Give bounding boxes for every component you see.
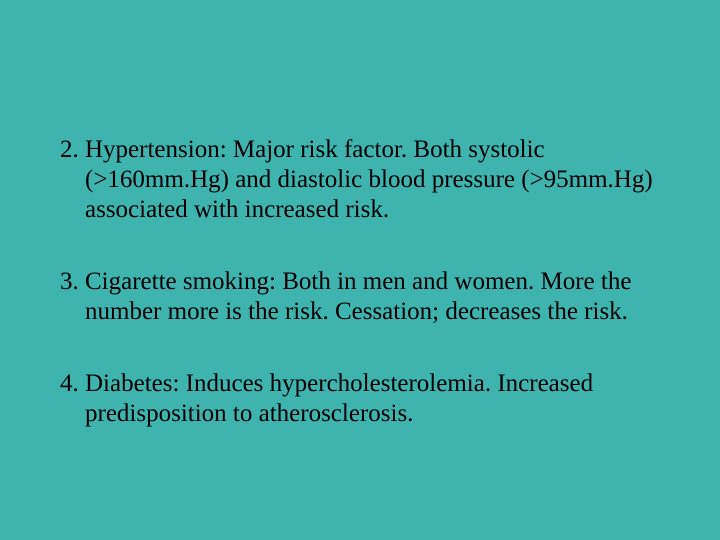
list-item: 3. Cigarette smoking: Both in men and wo… xyxy=(60,267,660,327)
item-number: 2. xyxy=(60,135,85,225)
list-item: 4. Diabetes: Induces hypercholesterolemi… xyxy=(60,369,660,429)
slide-content: 2. Hypertension: Major risk factor. Both… xyxy=(0,0,720,540)
item-number: 3. xyxy=(60,267,85,327)
item-text: Cigarette smoking: Both in men and women… xyxy=(85,267,660,327)
item-number: 4. xyxy=(60,369,85,429)
item-text: Hypertension: Major risk factor. Both sy… xyxy=(85,135,660,225)
list-item: 2. Hypertension: Major risk factor. Both… xyxy=(60,135,660,225)
item-text: Diabetes: Induces hypercholesterolemia. … xyxy=(85,369,660,429)
